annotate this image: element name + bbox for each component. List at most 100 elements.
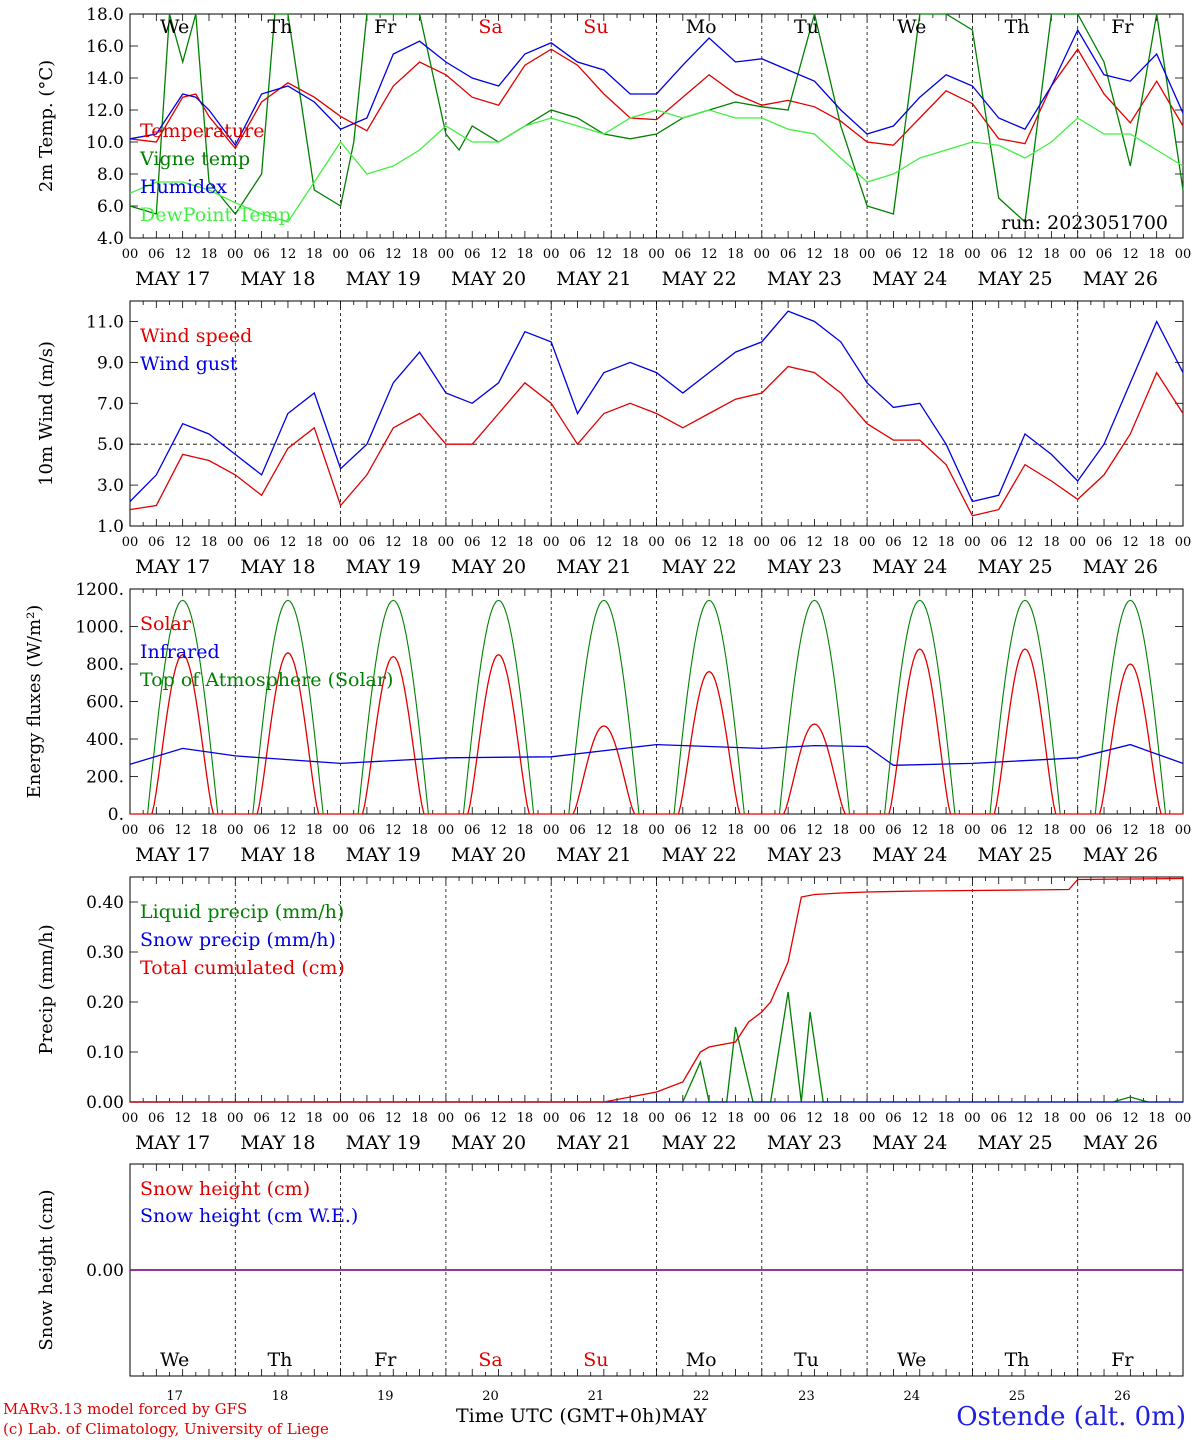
hour-tick-label: 12	[385, 247, 402, 262]
y-tick-label: 11.0	[86, 312, 124, 332]
legend-entry: Top of Atmosphere (Solar)	[140, 669, 393, 691]
legend-entry: Humidex	[140, 176, 227, 198]
weekday-label-bottom: We	[897, 1349, 926, 1371]
hour-tick-label: 06	[990, 535, 1007, 550]
solar-curve	[130, 653, 236, 815]
date-label: MAY 17	[135, 844, 210, 866]
legend-entry: Temperature	[140, 120, 264, 142]
hour-tick-label: 12	[911, 823, 928, 838]
hour-tick-label: 06	[569, 1111, 586, 1126]
date-label: MAY 21	[556, 1132, 631, 1154]
day-number-label: 20	[482, 1389, 499, 1404]
hour-tick-label: 06	[253, 535, 270, 550]
date-label: MAY 25	[977, 268, 1052, 290]
run-annotation: run: 2023051700	[1001, 212, 1168, 234]
hour-tick-label: 18	[201, 1111, 218, 1126]
hour-tick-label: 12	[911, 247, 928, 262]
hour-tick-label: 00	[859, 823, 876, 838]
weekday-label-top: Fr	[1111, 16, 1134, 38]
hour-tick-label: 06	[780, 535, 797, 550]
legend-entry: Snow height (cm W.E.)	[140, 1205, 358, 1227]
y-axis-label: 2m Temp. (°C)	[36, 60, 57, 192]
hour-tick-label: 06	[885, 1111, 902, 1126]
date-label: MAY 22	[662, 1132, 737, 1154]
hour-tick-label: 18	[1043, 247, 1060, 262]
solar-curve	[551, 725, 657, 815]
weekday-label-top: Th	[267, 16, 292, 38]
hour-tick-label: 12	[280, 823, 297, 838]
toa-solar-curve	[130, 599, 236, 815]
hour-tick-label: 12	[596, 1111, 613, 1126]
hour-tick-label: 06	[675, 823, 692, 838]
y-tick-label: 0.40	[86, 893, 124, 913]
hour-tick-label: 12	[490, 823, 507, 838]
month-label: MAY	[661, 1405, 707, 1427]
y-tick-label: 12.0	[86, 101, 124, 121]
weekday-label-bottom: Fr	[1111, 1349, 1134, 1371]
hour-tick-label: 06	[569, 247, 586, 262]
hour-tick-label: 00	[964, 823, 981, 838]
hour-tick-label: 06	[675, 535, 692, 550]
hour-tick-label: 06	[569, 823, 586, 838]
y-tick-label: 0.00	[86, 1093, 124, 1113]
hour-tick-label: 18	[833, 1111, 850, 1126]
toa-solar-curve	[867, 599, 973, 815]
y-tick-label: 6.0	[97, 197, 124, 217]
hour-tick-label: 06	[464, 1111, 481, 1126]
date-label: MAY 20	[451, 844, 526, 866]
hour-tick-label: 06	[253, 1111, 270, 1126]
hour-tick-label: 12	[490, 1111, 507, 1126]
date-label: MAY 18	[240, 556, 315, 578]
hour-tick-label: 18	[411, 1111, 428, 1126]
weekday-label-bottom: Mo	[686, 1349, 717, 1371]
hour-tick-label: 00	[754, 535, 771, 550]
hour-tick-label: 00	[1175, 535, 1192, 550]
hour-tick-label: 18	[1043, 823, 1060, 838]
hour-tick-label: 06	[464, 535, 481, 550]
y-tick-label: 7.0	[97, 394, 124, 414]
hour-tick-label: 12	[174, 535, 191, 550]
date-label: MAY 23	[767, 268, 842, 290]
model-credit: MARv3.13 model forced by GFS	[3, 1400, 248, 1418]
solar-curve	[340, 655, 446, 815]
y-tick-label: 1200.	[75, 580, 124, 600]
date-label: MAY 17	[135, 1132, 210, 1154]
hour-tick-label: 00	[332, 823, 349, 838]
hour-tick-label: 18	[411, 823, 428, 838]
hour-tick-label: 06	[675, 247, 692, 262]
hour-tick-label: 12	[385, 1111, 402, 1126]
date-label: MAY 26	[1083, 844, 1158, 866]
hour-tick-label: 18	[727, 247, 744, 262]
legend-entry: Snow height (cm)	[140, 1178, 310, 1200]
hour-tick-label: 18	[938, 535, 955, 550]
series-line-3	[130, 877, 1184, 1103]
hour-tick-label: 06	[780, 823, 797, 838]
hour-tick-label: 18	[306, 535, 323, 550]
weekday-label-bottom: Tu	[794, 1349, 819, 1371]
hour-tick-label: 18	[1043, 535, 1060, 550]
toa-solar-curve	[761, 599, 868, 815]
hour-tick-label: 06	[780, 247, 797, 262]
y-tick-label: 600.	[86, 693, 124, 713]
weekday-label-bottom: Th	[267, 1349, 292, 1371]
y-tick-label: 1.0	[97, 517, 124, 537]
hour-tick-label: 00	[1069, 823, 1086, 838]
weekday-label-top: Tu	[794, 16, 819, 38]
legend-entry: DewPoint Temp	[140, 204, 291, 226]
date-label: MAY 24	[872, 1132, 947, 1154]
hour-tick-label: 18	[727, 823, 744, 838]
hour-tick-label: 00	[964, 1111, 981, 1126]
hour-tick-label: 00	[438, 247, 455, 262]
weekday-label-bottom: Fr	[374, 1349, 397, 1371]
day-number-label: 26	[1114, 1389, 1131, 1404]
hour-tick-label: 00	[438, 823, 455, 838]
hour-tick-label: 12	[1017, 535, 1034, 550]
weekday-label-top: Su	[583, 16, 608, 38]
hour-tick-label: 06	[148, 247, 165, 262]
legend-entry: Wind gust	[140, 353, 238, 375]
hour-tick-label: 00	[648, 823, 665, 838]
hour-tick-label: 00	[122, 535, 139, 550]
hour-tick-label: 06	[675, 1111, 692, 1126]
hour-tick-label: 00	[122, 1111, 139, 1126]
date-label: MAY 25	[977, 1132, 1052, 1154]
